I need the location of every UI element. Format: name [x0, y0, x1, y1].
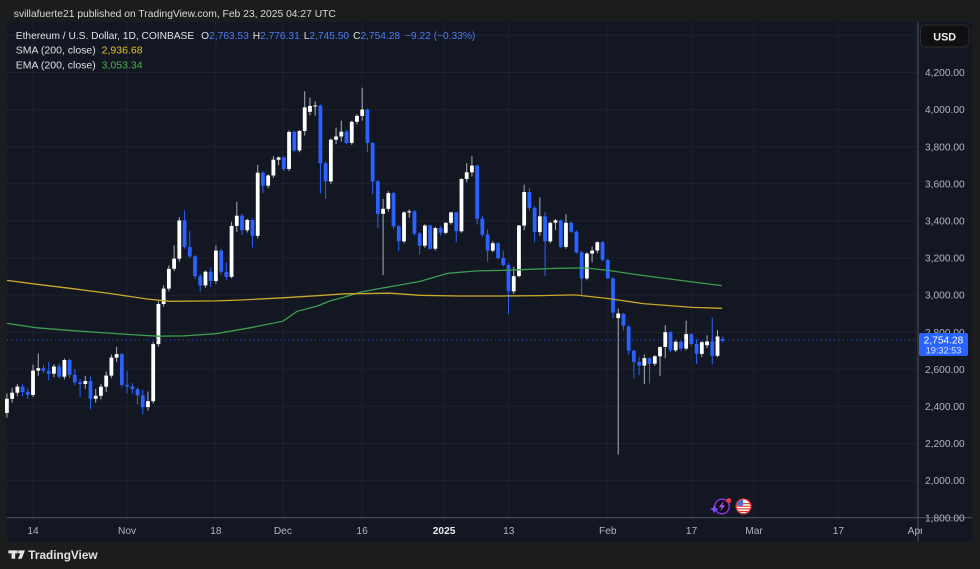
svg-text:SMA (200, close) 2,936.68: SMA (200, close) 2,936.68 [16, 45, 143, 57]
svg-text:Mar: Mar [745, 526, 763, 537]
svg-text:Apr: Apr [908, 526, 924, 537]
svg-text:TradingView: TradingView [28, 548, 98, 562]
svg-text:3,400.00: 3,400.00 [925, 217, 965, 228]
svg-text:16: 16 [356, 526, 368, 537]
svg-text:3,200.00: 3,200.00 [925, 254, 965, 265]
svg-text:3,000.00: 3,000.00 [925, 291, 965, 302]
svg-text:2025: 2025 [433, 526, 456, 537]
svg-text:Nov: Nov [118, 526, 137, 537]
svg-text:4,200.00: 4,200.00 [925, 68, 965, 79]
svg-text:2,754.28: 2,754.28 [924, 336, 964, 347]
svg-text:18: 18 [210, 526, 222, 537]
svg-text:2,600.00: 2,600.00 [925, 365, 965, 376]
svg-text:3,600.00: 3,600.00 [925, 179, 965, 190]
svg-text:19:32:53: 19:32:53 [926, 346, 962, 356]
svg-text:svillafuerte21 published on Tr: svillafuerte21 published on TradingView.… [14, 9, 337, 20]
svg-text:17: 17 [686, 526, 698, 537]
svg-text:14: 14 [27, 526, 39, 537]
svg-text:4,000.00: 4,000.00 [925, 105, 965, 116]
svg-text:2,200.00: 2,200.00 [925, 439, 965, 450]
svg-text:Dec: Dec [274, 526, 292, 537]
svg-text:EMA (200, close) 3,053.34: EMA (200, close) 3,053.34 [16, 59, 143, 71]
svg-text:Feb: Feb [599, 526, 617, 537]
svg-text:2,400.00: 2,400.00 [925, 402, 965, 413]
svg-text:USD: USD [933, 32, 956, 44]
svg-text:13: 13 [503, 526, 515, 537]
svg-text:17: 17 [833, 526, 845, 537]
svg-text:2,000.00: 2,000.00 [925, 476, 965, 487]
svg-text:Ethereum / U.S. Dollar, 1D, CO: Ethereum / U.S. Dollar, 1D, COINBASE O2,7… [16, 31, 476, 42]
svg-text:3,800.00: 3,800.00 [925, 142, 965, 153]
svg-text:1,800.00: 1,800.00 [925, 513, 965, 524]
